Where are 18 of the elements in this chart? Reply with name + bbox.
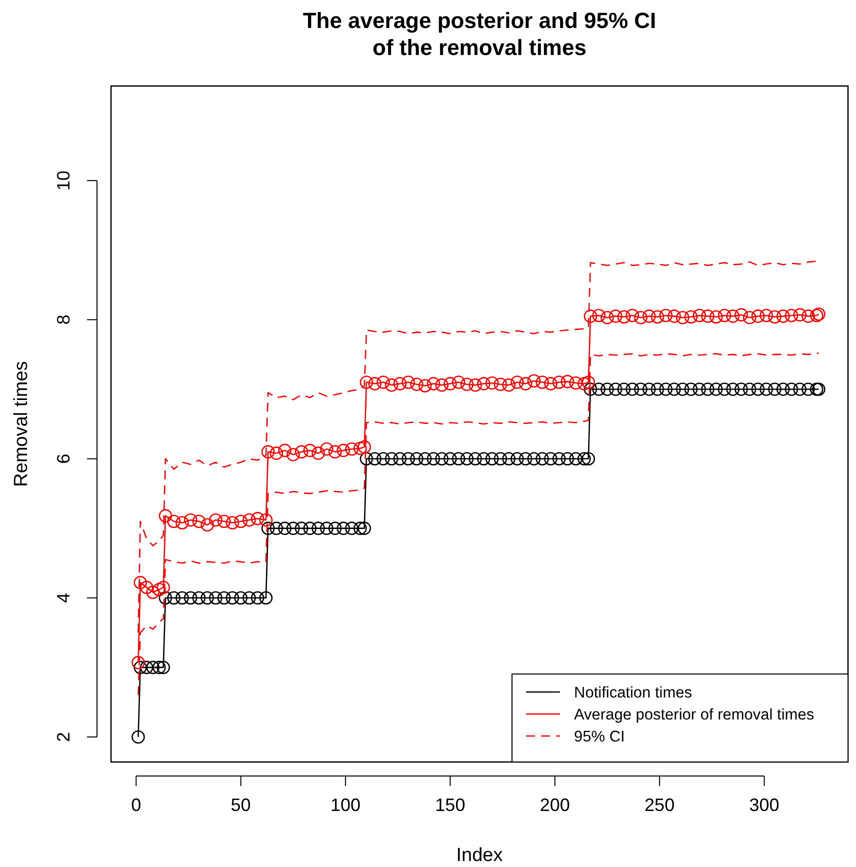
- y-axis-title: Removal times: [11, 361, 32, 487]
- x-tick-label: 100: [330, 794, 361, 815]
- chart-title: The average posterior and 95% CI of the removal times: [302, 8, 656, 60]
- legend-label: Notification times: [574, 684, 692, 702]
- y-tick-label: 6: [53, 454, 74, 464]
- x-axis-title: Index: [456, 845, 504, 866]
- x-tick-label: 150: [435, 794, 466, 815]
- legend-label: 95% CI: [574, 728, 625, 746]
- x-tick-label: 200: [540, 794, 570, 815]
- x-tick-label: 0: [131, 794, 142, 815]
- x-tick-label: 250: [644, 794, 675, 815]
- y-tick-label: 10: [53, 170, 74, 191]
- y-tick-label: 2: [53, 732, 74, 742]
- x-tick-label: 50: [230, 794, 251, 815]
- x-tick-label: 300: [749, 794, 780, 815]
- y-tick-label: 8: [53, 314, 74, 325]
- legend-label: Average posterior of removal times: [574, 706, 814, 724]
- y-tick-label: 4: [53, 592, 74, 603]
